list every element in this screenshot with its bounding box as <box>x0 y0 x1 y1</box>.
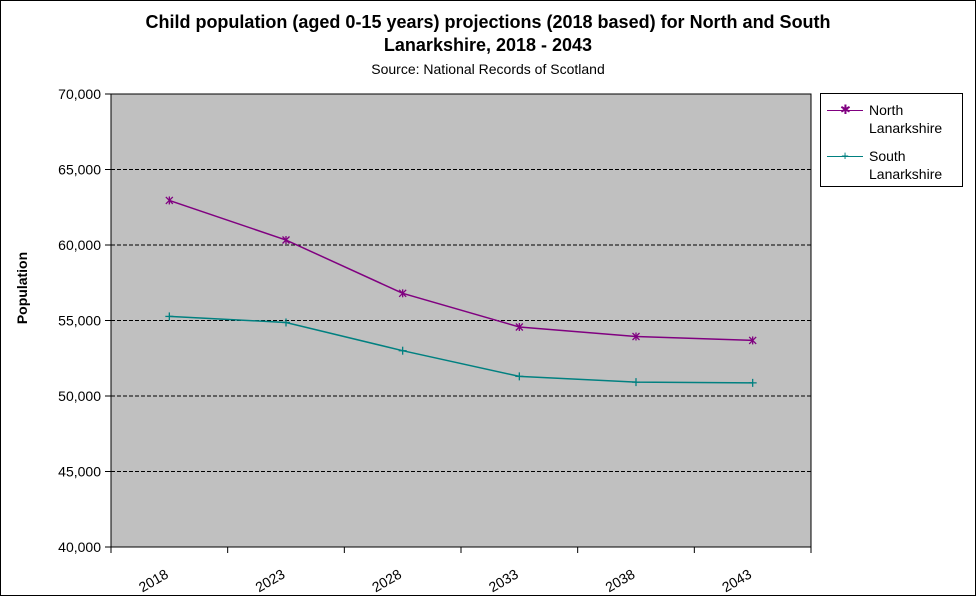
legend-line-south <box>827 156 863 157</box>
x-tick-label-2033: 2033 <box>486 566 521 596</box>
data-point-1-2023 <box>282 318 290 327</box>
chart-title-line1: Child population (aged 0-15 years) proje… <box>145 12 831 32</box>
y-tick-label-55000: 55,000 <box>58 313 101 329</box>
y-tick-label-45000: 45,000 <box>58 464 101 480</box>
y-tick-label-65000: 65,000 <box>58 162 101 178</box>
x-tick-label-2038: 2038 <box>603 566 638 596</box>
legend-line-north <box>827 110 863 111</box>
legend-label-south-line2: Lanarkshire <box>869 166 943 182</box>
y-tick-label-70000: 70,000 <box>58 86 101 102</box>
data-point-1-2033 <box>515 372 524 381</box>
y-tick-label-50000: 50,000 <box>58 388 101 404</box>
legend-plus-marker-icon: + <box>841 148 849 163</box>
data-point-1-2018 <box>165 312 174 321</box>
chart-title-line2: Lanarkshire, 2018 - 2043 <box>383 35 593 55</box>
legend-star-marker-icon: ✱ <box>840 102 851 117</box>
data-point-1-2028 <box>398 346 407 355</box>
legend-label-south-line1: South <box>869 148 906 164</box>
data-point-0-2018 <box>165 196 174 205</box>
series-line-1 <box>169 315 753 384</box>
x-tick-label-2043: 2043 <box>719 566 754 596</box>
x-tick-label-2023: 2023 <box>253 566 288 596</box>
legend-label-north-line1: North <box>869 102 904 118</box>
legend-label-north-line2: Lanarkshire <box>869 120 943 136</box>
x-tick-label-2028: 2028 <box>369 566 404 596</box>
data-point-0-2038 <box>632 332 640 341</box>
data-point-1-2043 <box>748 378 757 387</box>
series-line-0 <box>169 199 753 342</box>
data-point-0-2043 <box>748 336 757 345</box>
data-point-0-2028 <box>398 289 407 298</box>
data-point-1-2038 <box>632 378 640 387</box>
y-tick-label-40000: 40,000 <box>58 539 101 555</box>
x-tick-label-2018: 2018 <box>136 566 171 596</box>
legend: ✱ North Lanarkshire + South Lanarkshire <box>820 93 963 187</box>
chart-subtitle: Source: National Records of Scotland <box>371 61 605 77</box>
y-tick-label-60000: 60,000 <box>58 237 101 253</box>
data-point-0-2023 <box>282 236 290 245</box>
data-point-0-2033 <box>515 322 524 331</box>
